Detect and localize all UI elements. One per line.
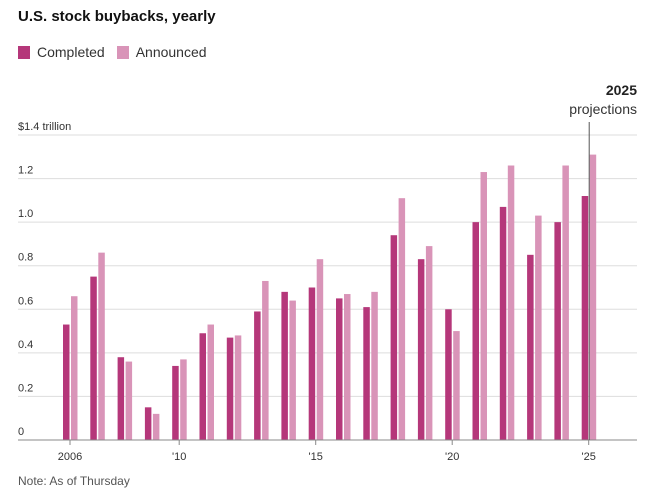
legend: Completed Announced [18,44,219,60]
bar-announced [371,291,378,440]
bar-completed [281,291,288,440]
bar-announced [453,331,460,440]
bar-announced [480,172,487,441]
bar-completed [472,222,479,440]
bar-completed [308,287,316,440]
legend-item-announced: Announced [116,44,207,60]
bar-announced [262,280,269,440]
x-tick-label: '10 [172,451,186,463]
bar-completed [117,357,125,440]
bar-completed [336,298,343,440]
bar-completed [172,365,179,440]
bar-announced [289,300,296,440]
bar-completed [554,222,561,440]
y-tick-label: 0.4 [18,339,33,351]
bar-completed [499,206,507,440]
bar-chart: 0 0.2 0.4 0.6 0.8 1.0 1.2 $1.4 trillion 2006 '10 '… [18,82,637,463]
bar-completed [144,407,152,440]
bar-announced [98,252,105,440]
y-tick-label: $1.4 trillion [18,121,71,133]
legend-swatch-completed [18,45,30,59]
x-tick-label: '20 [445,451,459,463]
chart-note: Note: As of Thursday [18,474,130,488]
y-tick-label: 0.2 [18,382,33,394]
bar-completed [390,235,398,440]
bar-completed [527,254,534,440]
y-tick-label: 0.8 [18,252,33,264]
bar-announced [125,361,133,440]
bar-completed [581,196,589,440]
bar-announced [507,165,515,440]
bar-completed [63,324,70,440]
bar-completed [199,333,206,440]
bar-announced [234,335,242,440]
bar-announced [152,413,160,440]
bar-completed [254,311,261,440]
bar-completed [363,307,370,440]
bar-completed [90,276,97,440]
y-tick-label: 1.0 [18,208,33,220]
x-tick-label: '15 [309,451,323,463]
bar-announced [71,296,78,440]
legend-label-completed: Completed [37,44,105,60]
bar-announced [207,324,214,440]
legend-swatch-announced [116,45,129,59]
bar-announced [425,246,433,440]
bar-completed [445,309,452,440]
bar-announced [589,154,597,440]
bar-announced [180,359,187,440]
y-tick-label: 0 [18,426,24,438]
bar-completed [417,259,425,440]
bar-announced [316,259,324,440]
bar-announced [562,165,569,440]
chart-title: U.S. stock buybacks, yearly [18,8,216,25]
legend-label-announced: Announced [135,44,207,60]
bar-announced [344,294,351,440]
bar-announced [398,198,406,440]
bar-completed [226,337,234,440]
x-tick-label: '25 [582,451,596,463]
legend-item-completed: Completed [18,44,105,60]
x-tick-label: 2006 [58,451,82,463]
y-tick-label: 0.6 [18,295,33,307]
bar-announced [535,215,542,440]
projection-annotation-title: 2025 [606,82,637,98]
projection-annotation-subtitle: projections [569,101,637,117]
y-tick-label: 1.2 [18,165,33,177]
